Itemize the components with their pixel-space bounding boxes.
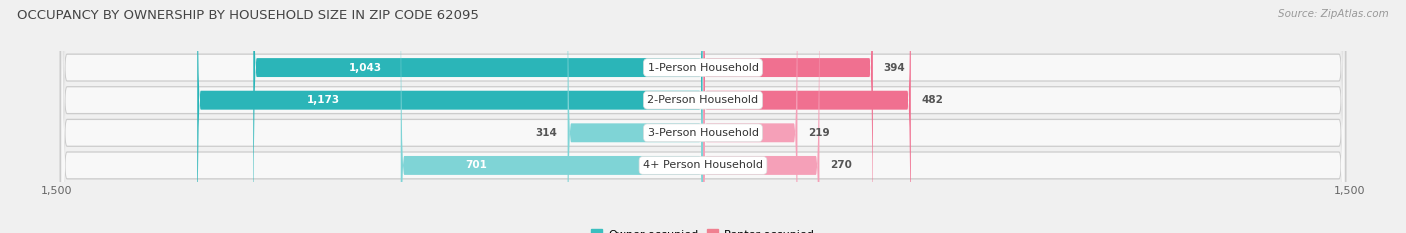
FancyBboxPatch shape	[401, 0, 703, 233]
Text: 270: 270	[830, 161, 852, 170]
Text: 482: 482	[921, 95, 943, 105]
Text: 1-Person Household: 1-Person Household	[648, 63, 758, 72]
FancyBboxPatch shape	[62, 0, 1344, 233]
Text: OCCUPANCY BY OWNERSHIP BY HOUSEHOLD SIZE IN ZIP CODE 62095: OCCUPANCY BY OWNERSHIP BY HOUSEHOLD SIZE…	[17, 9, 479, 22]
FancyBboxPatch shape	[568, 0, 703, 233]
Text: 701: 701	[465, 161, 488, 170]
FancyBboxPatch shape	[253, 0, 703, 233]
FancyBboxPatch shape	[703, 0, 911, 233]
Text: 2-Person Household: 2-Person Household	[647, 95, 759, 105]
Text: Source: ZipAtlas.com: Source: ZipAtlas.com	[1278, 9, 1389, 19]
Legend: Owner-occupied, Renter-occupied: Owner-occupied, Renter-occupied	[586, 225, 820, 233]
Text: 394: 394	[883, 63, 905, 72]
FancyBboxPatch shape	[62, 0, 1344, 233]
Text: 1,173: 1,173	[307, 95, 340, 105]
Text: 314: 314	[534, 128, 557, 138]
FancyBboxPatch shape	[60, 0, 1346, 233]
FancyBboxPatch shape	[197, 0, 703, 233]
FancyBboxPatch shape	[60, 0, 1346, 233]
Text: 4+ Person Household: 4+ Person Household	[643, 161, 763, 170]
FancyBboxPatch shape	[703, 0, 797, 233]
FancyBboxPatch shape	[703, 0, 820, 233]
Text: 219: 219	[808, 128, 830, 138]
FancyBboxPatch shape	[60, 0, 1346, 233]
Text: 1,043: 1,043	[349, 63, 382, 72]
FancyBboxPatch shape	[62, 0, 1344, 233]
FancyBboxPatch shape	[62, 0, 1344, 233]
FancyBboxPatch shape	[60, 0, 1346, 233]
Text: 3-Person Household: 3-Person Household	[648, 128, 758, 138]
FancyBboxPatch shape	[703, 0, 873, 233]
